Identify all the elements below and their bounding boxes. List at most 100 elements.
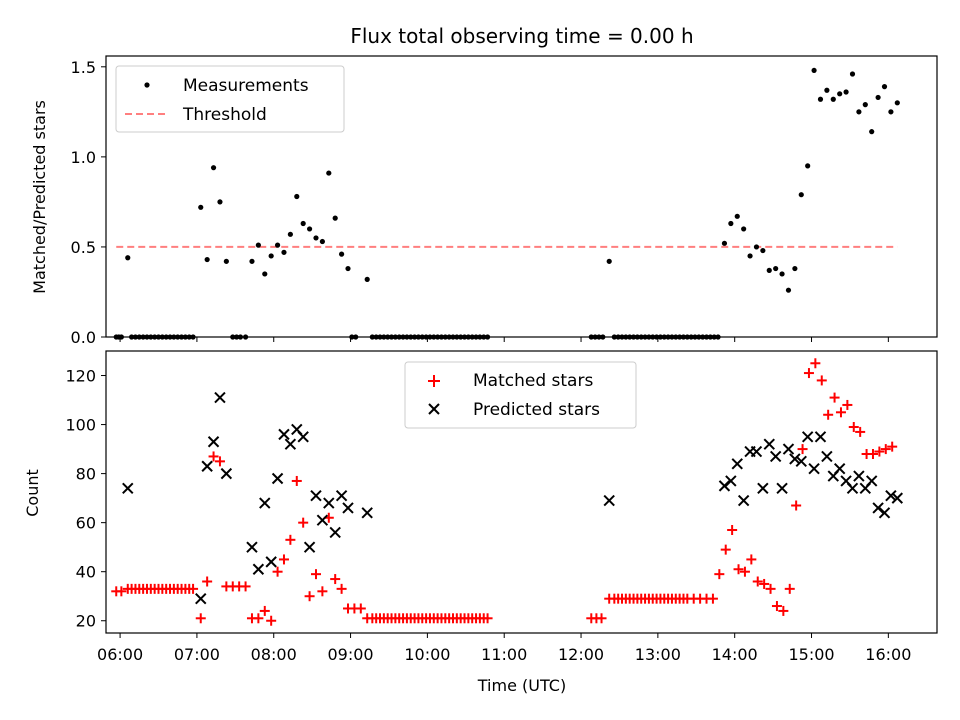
matched-star-point bbox=[714, 569, 725, 580]
predicted-star-point bbox=[750, 445, 763, 458]
predicted-star-point bbox=[757, 482, 769, 495]
matched-star-point bbox=[188, 583, 199, 594]
matched-star-point bbox=[874, 446, 885, 457]
bottom-y-tick-label: 60 bbox=[76, 514, 96, 533]
bottom-y-tick-label: 20 bbox=[76, 612, 96, 631]
bottom-x-tick-label: 10:00 bbox=[404, 645, 450, 664]
matched-star-point bbox=[336, 583, 347, 594]
matched-star-point bbox=[278, 554, 289, 565]
matched-star-point bbox=[759, 578, 770, 589]
matched-star-point bbox=[727, 525, 738, 536]
measurement-point bbox=[338, 251, 345, 257]
matched-star-point bbox=[304, 591, 315, 602]
measurement-point bbox=[785, 287, 792, 293]
legend-matched-marker bbox=[428, 375, 440, 387]
predicted-star-point bbox=[361, 507, 373, 519]
matched-star-point bbox=[707, 593, 718, 604]
predicted-star-point bbox=[891, 492, 904, 504]
measurement-point bbox=[268, 253, 274, 259]
matched-star-point bbox=[266, 615, 277, 626]
matched-star-point bbox=[259, 605, 270, 616]
measurement-point bbox=[817, 96, 824, 102]
bottom-x-tick-label: 12:00 bbox=[558, 645, 604, 664]
measurement-point bbox=[300, 220, 306, 227]
predicted-star-point bbox=[808, 462, 820, 475]
matched-star-point bbox=[803, 368, 814, 379]
matched-star-point bbox=[240, 581, 251, 592]
predicted-star-point bbox=[776, 482, 788, 495]
legend-predicted-label: Predicted stars bbox=[473, 400, 600, 420]
measurement-point bbox=[894, 100, 900, 106]
bottom-x-tick-label: 14:00 bbox=[712, 645, 758, 664]
matched-star-point bbox=[765, 583, 776, 594]
predicted-star-point bbox=[821, 450, 833, 463]
matched-star-point bbox=[810, 358, 821, 369]
measurement-point bbox=[606, 258, 612, 264]
top-legend-box bbox=[115, 65, 345, 133]
predicted-star-point bbox=[303, 541, 316, 553]
measurement-point bbox=[294, 193, 300, 200]
matched-star-point bbox=[835, 407, 846, 418]
measurement-point bbox=[773, 265, 779, 272]
measurement-point bbox=[798, 192, 804, 198]
matched-star-point bbox=[746, 554, 757, 565]
legend-predicted-marker bbox=[428, 403, 440, 415]
predicted-star-point bbox=[737, 494, 750, 507]
predicted-star-point bbox=[195, 592, 207, 605]
measurement-point bbox=[805, 163, 811, 169]
legend-threshold-label: Threshold bbox=[182, 105, 267, 125]
measurement-point bbox=[210, 165, 217, 171]
predicted-star-point bbox=[265, 556, 277, 568]
predicted-star-point bbox=[220, 467, 233, 480]
top-axes-frame bbox=[105, 55, 938, 338]
predicted-star-point bbox=[789, 453, 801, 465]
measurement-point bbox=[326, 170, 332, 176]
matched-star-point bbox=[272, 566, 283, 577]
matched-star-point bbox=[285, 534, 296, 545]
measurement-point bbox=[837, 91, 843, 97]
matched-star-point bbox=[330, 574, 341, 585]
bottom-x-tick-label: 15:00 bbox=[788, 645, 834, 664]
predicted-star-point bbox=[310, 489, 322, 502]
legend-matched-label: Matched stars bbox=[473, 371, 593, 391]
top-legend: Measurements Threshold bbox=[115, 65, 345, 133]
bottom-legend-box bbox=[404, 361, 637, 429]
measurement-point bbox=[728, 220, 734, 227]
bottom-plot-area bbox=[111, 358, 904, 626]
measurement-point bbox=[255, 242, 261, 248]
top-y-tick-label: 1.5 bbox=[71, 58, 96, 77]
top-panel: Flux total observing time = 0.00 h 0.00.… bbox=[30, 24, 938, 347]
predicted-star-point bbox=[801, 431, 814, 443]
bottom-y-tick-label: 40 bbox=[76, 563, 96, 582]
bottom-panel: 20 40 60 80 100 120 06:00 07:00 08:00 09:00 10:00… bbox=[23, 350, 938, 695]
predicted-star-point bbox=[833, 462, 846, 475]
matched-star-point bbox=[848, 422, 859, 433]
measurement-point bbox=[721, 240, 728, 246]
matched-star-point bbox=[116, 586, 127, 597]
measurement-point bbox=[734, 213, 740, 219]
bottom-x-tick-label: 08:00 bbox=[251, 645, 297, 664]
measurement-point bbox=[262, 271, 268, 277]
predicted-star-point bbox=[271, 472, 284, 485]
predicted-star-point bbox=[731, 458, 743, 470]
predicted-star-point bbox=[763, 438, 775, 450]
predicted-star-point bbox=[246, 541, 258, 553]
predicted-star-point bbox=[342, 502, 354, 514]
legend-measurements-label: Measurements bbox=[183, 76, 309, 96]
predicted-star-point bbox=[853, 470, 865, 482]
matched-star-point bbox=[855, 426, 866, 437]
matched-star-point bbox=[208, 451, 219, 462]
bottom-x-tick-label: 16:00 bbox=[865, 645, 911, 664]
measurement-point bbox=[313, 235, 319, 241]
matched-star-point bbox=[317, 586, 328, 597]
predicted-star-point bbox=[278, 428, 290, 441]
predicted-star-point bbox=[865, 475, 878, 487]
predicted-star-point bbox=[201, 460, 213, 472]
bottom-x-tick-label: 11:00 bbox=[481, 645, 527, 664]
predicted-star-point bbox=[316, 514, 329, 526]
top-y-tick-label: 1.0 bbox=[71, 148, 96, 167]
measurement-point bbox=[760, 247, 766, 254]
matched-star-point bbox=[310, 569, 321, 580]
predicted-star-point bbox=[603, 494, 615, 507]
